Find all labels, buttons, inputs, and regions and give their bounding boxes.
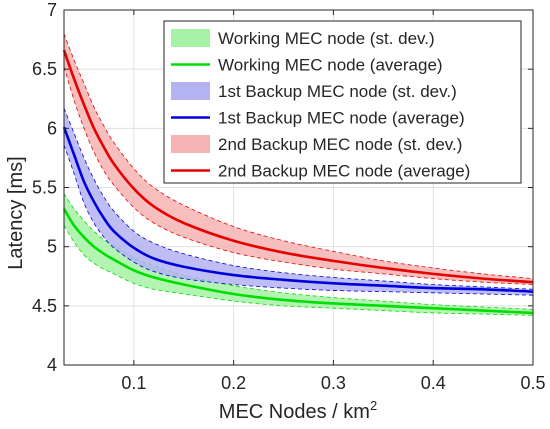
axes xyxy=(63,9,534,366)
x-tick-label: 0.5 xyxy=(520,373,545,393)
y-axis-label: Latency [ms] xyxy=(5,156,27,269)
legend-label-line-3: 2nd Backup MEC node (average) xyxy=(218,162,470,181)
y-tick-label: 4 xyxy=(47,355,57,375)
y-tick-label: 7 xyxy=(47,0,57,20)
x-tick-label: 0.1 xyxy=(121,373,146,393)
tick-labels: 0.1 0.2 0.3 0.4 0.5 4 4.5 5 5.5 6 6.5 7 xyxy=(32,0,546,393)
std-dev-upper-edge-2 xyxy=(63,108,534,290)
legend-swatch-band-1 xyxy=(171,29,210,47)
y-tick-label: 4.5 xyxy=(32,296,57,316)
average-line-1 xyxy=(62,208,534,315)
std-dev-lower-edge-1 xyxy=(63,225,534,316)
average-lines xyxy=(62,49,534,315)
legend-box xyxy=(163,20,522,184)
legend-label-line-1: Working MEC node (average) xyxy=(218,56,443,75)
std-dev-lower-edge-3 xyxy=(63,66,534,285)
x-axis-label: MEC Nodes / km2 xyxy=(219,398,377,423)
y-tick-label: 6.5 xyxy=(32,59,57,79)
std-dev-upper-edge-3 xyxy=(63,33,534,280)
average-line-2 xyxy=(62,126,534,293)
y-tick-label: 5 xyxy=(47,237,57,257)
y-tick-label: 6 xyxy=(47,118,57,138)
x-tick-label: 0.4 xyxy=(421,373,446,393)
legend-label-band-3: 2nd Backup MEC node (st. dev.) xyxy=(218,135,462,154)
legend: Working MEC node (st. dev.) Working MEC n… xyxy=(163,20,522,184)
y-tick-label: 5.5 xyxy=(32,178,57,198)
legend-swatch-band-2 xyxy=(171,82,210,100)
x-tick-label: 0.3 xyxy=(321,373,346,393)
legend-label-line-2: 1st Backup MEC node (average) xyxy=(218,109,465,128)
legend-label-band-2: 1st Backup MEC node (st. dev.) xyxy=(218,82,457,101)
legend-swatch-band-3 xyxy=(171,135,210,153)
legend-label-band-1: Working MEC node (st. dev.) xyxy=(218,29,435,48)
average-line-3 xyxy=(62,49,534,284)
std-dev-lower-edge-2 xyxy=(63,144,534,296)
x-tick-label: 0.2 xyxy=(221,373,246,393)
